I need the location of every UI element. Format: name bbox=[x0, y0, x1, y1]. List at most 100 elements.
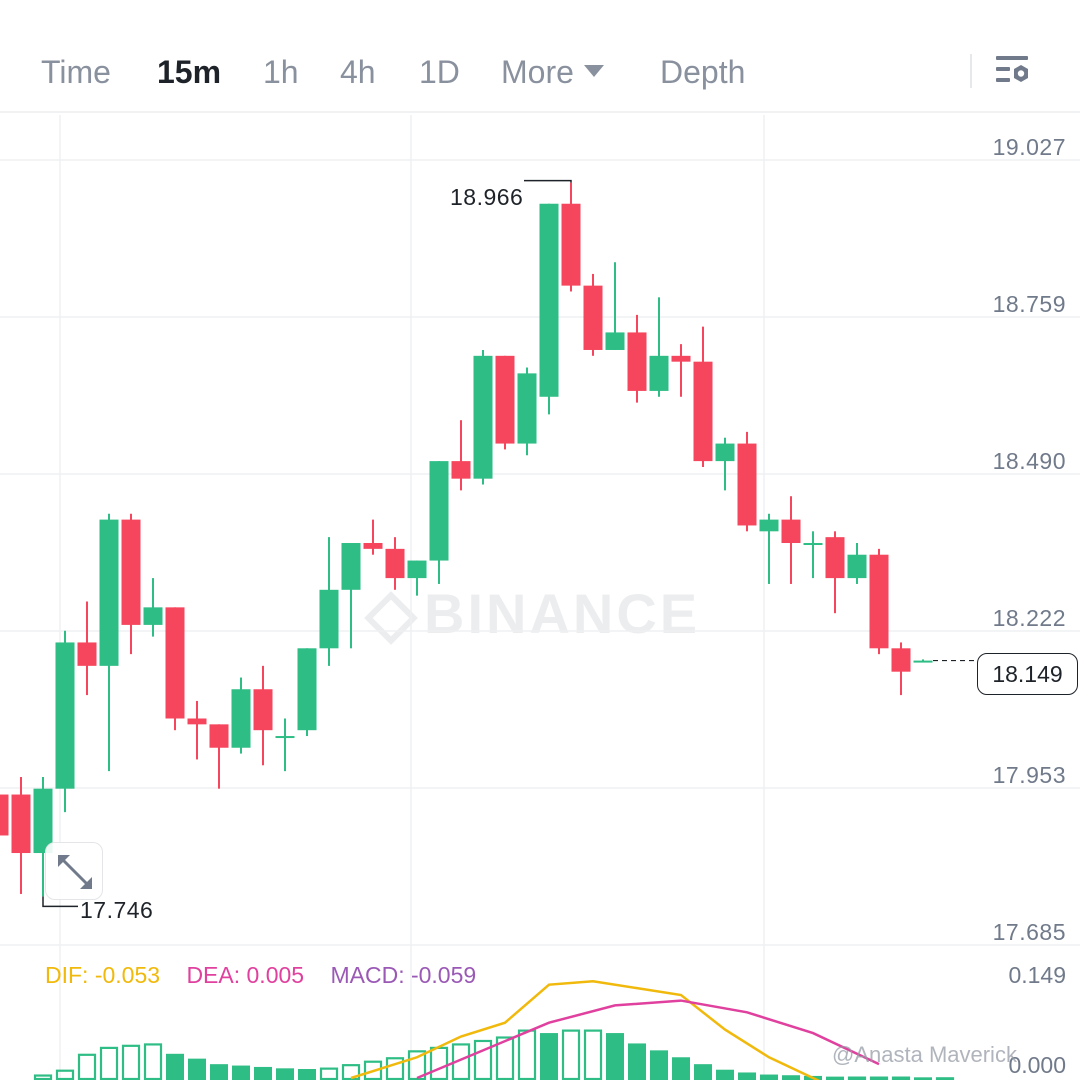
macd-histogram-bar bbox=[606, 1033, 624, 1080]
fullscreen-button[interactable] bbox=[45, 842, 103, 900]
macd-histogram-bar bbox=[473, 1039, 493, 1080]
candle-body bbox=[649, 355, 669, 391]
macd-dif-value: DIF: -0.053 bbox=[45, 962, 161, 988]
candle-body bbox=[539, 203, 559, 397]
candle-body bbox=[11, 794, 31, 854]
tab-depth[interactable]: Depth bbox=[660, 54, 746, 90]
candle-body bbox=[913, 660, 933, 663]
macd-histogram-bar bbox=[826, 1076, 844, 1080]
candle-body bbox=[759, 519, 779, 532]
macd-histogram-bar bbox=[429, 1046, 449, 1080]
macd-legend: DIF: -0.053 DEA: 0.005 MACD: -0.059 bbox=[45, 962, 496, 989]
macd-histogram-bar bbox=[77, 1053, 97, 1080]
macd-histogram-bar bbox=[583, 1029, 603, 1080]
high-price-marker: 18.966 bbox=[450, 184, 524, 210]
candle-body bbox=[209, 724, 229, 748]
macd-histogram-bar bbox=[495, 1036, 515, 1080]
author-credit: @Anasta Maverick bbox=[832, 1042, 1017, 1067]
macd-histogram-bar bbox=[319, 1067, 339, 1080]
macd-histogram-bar bbox=[935, 1077, 955, 1080]
candle-body bbox=[737, 443, 757, 526]
candle-body bbox=[803, 543, 823, 546]
macd-histogram-bar bbox=[407, 1050, 427, 1080]
macd-histogram-bar bbox=[341, 1064, 361, 1080]
candle-body bbox=[253, 689, 273, 731]
candle-body bbox=[715, 443, 735, 462]
candle-body bbox=[825, 537, 845, 579]
candle-body bbox=[407, 560, 427, 579]
macd-histogram-bar bbox=[363, 1060, 383, 1080]
candle-body bbox=[583, 285, 603, 350]
price-axis-label: 19.027 bbox=[992, 134, 1066, 160]
candle-body bbox=[869, 554, 889, 649]
low-price-marker: 17.746 bbox=[80, 897, 154, 923]
tab-more[interactable]: More bbox=[501, 52, 604, 92]
macd-dif-line bbox=[350, 979, 821, 1080]
candle-body bbox=[363, 543, 383, 549]
candle-body bbox=[385, 548, 405, 579]
price-axis-label: 17.953 bbox=[992, 762, 1066, 788]
macd-histogram-bar bbox=[561, 1029, 581, 1080]
price-axis-label: 18.222 bbox=[992, 605, 1066, 631]
candle-body bbox=[495, 355, 515, 444]
tab-1h[interactable]: 1h bbox=[263, 54, 299, 90]
macd-histogram-bar bbox=[166, 1053, 184, 1080]
interval-toolbar: Time 15m 1h 4h 1D More Depth bbox=[0, 0, 1080, 113]
toolbar-divider bbox=[970, 54, 972, 88]
candle-body bbox=[275, 736, 295, 739]
candle-body bbox=[605, 332, 625, 350]
macd-histogram-bar bbox=[143, 1043, 163, 1080]
macd-dea-value: DEA: 0.005 bbox=[186, 962, 305, 988]
macd-histogram-bar bbox=[232, 1065, 250, 1080]
macd-histogram-bar bbox=[914, 1077, 932, 1080]
candle-body bbox=[143, 607, 163, 625]
candle-body bbox=[55, 642, 75, 789]
macd-histogram-bar bbox=[891, 1076, 911, 1080]
tab-time[interactable]: Time bbox=[41, 54, 111, 90]
price-axis-label: 17.685 bbox=[992, 919, 1066, 945]
macd-histogram-bar bbox=[782, 1075, 800, 1080]
macd-histogram-bar bbox=[517, 1029, 537, 1080]
candle-body bbox=[319, 589, 339, 649]
macd-histogram-bar bbox=[33, 1074, 53, 1080]
macd-histogram-bar bbox=[188, 1058, 206, 1080]
candle-body bbox=[517, 373, 537, 444]
candle-body bbox=[451, 461, 471, 479]
macd-histogram-bar bbox=[254, 1066, 272, 1080]
macd-dea-line bbox=[416, 999, 880, 1080]
current-price-badge[interactable]: 18.149 bbox=[977, 653, 1078, 695]
tab-1d[interactable]: 1D bbox=[419, 54, 460, 90]
macd-histogram-bar bbox=[385, 1057, 405, 1080]
macd-histogram-bar bbox=[869, 1076, 889, 1080]
candle-body bbox=[77, 642, 97, 666]
price-axis-label: 18.759 bbox=[992, 291, 1066, 317]
candle-body bbox=[0, 794, 9, 836]
high-marker-leader bbox=[524, 179, 572, 183]
macd-histogram-bar bbox=[298, 1069, 316, 1080]
macd-histogram-bar bbox=[672, 1057, 690, 1080]
price-axis-label: 18.490 bbox=[992, 448, 1066, 474]
candle-body bbox=[561, 203, 581, 286]
expand-icon bbox=[58, 855, 92, 889]
macd-histogram-bar bbox=[847, 1076, 867, 1080]
chart-settings-button[interactable] bbox=[994, 54, 1032, 90]
candle-body bbox=[231, 689, 251, 748]
candle-body bbox=[473, 355, 493, 479]
macd-histogram-bar bbox=[716, 1069, 734, 1080]
tab-4h[interactable]: 4h bbox=[340, 54, 376, 90]
tab-15m[interactable]: 15m bbox=[157, 54, 222, 90]
candle-body bbox=[781, 519, 801, 544]
candle-body bbox=[297, 648, 317, 731]
caret-down-icon bbox=[583, 65, 604, 77]
macd-histogram-bar bbox=[540, 1033, 558, 1080]
macd-axis-max: 0.149 bbox=[1008, 962, 1066, 988]
candle-body bbox=[165, 607, 185, 719]
macd-histogram-bar bbox=[738, 1072, 756, 1080]
candle-body bbox=[341, 543, 361, 590]
candle-body bbox=[891, 648, 911, 672]
candle-body bbox=[671, 355, 691, 362]
macd-histogram-bar bbox=[694, 1064, 712, 1080]
macd-histogram-bar bbox=[628, 1043, 646, 1080]
macd-histogram-bar bbox=[276, 1068, 294, 1080]
